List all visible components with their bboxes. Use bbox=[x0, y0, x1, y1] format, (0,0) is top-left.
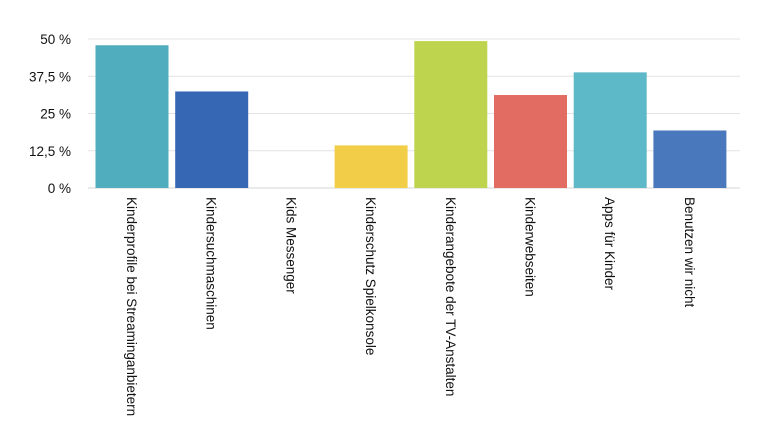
y-tick-label: 37,5 % bbox=[29, 69, 71, 84]
x-category-label: Kinderwebseiten bbox=[523, 197, 538, 297]
bar[interactable] bbox=[573, 72, 647, 188]
x-category-label: Kinderangebote der TV-Anstalten bbox=[443, 197, 458, 396]
x-axis-category-labels: Kinderprofile bei Streaminganbietern Kind… bbox=[124, 197, 697, 416]
x-category-label: Kindersuchmaschinen bbox=[204, 197, 219, 330]
bar-layer bbox=[95, 41, 727, 189]
x-category-label: Kids Messenger bbox=[283, 197, 298, 294]
y-tick-label: 12,5 % bbox=[29, 144, 71, 159]
x-category-label: Apps für Kinder bbox=[602, 197, 617, 291]
bar[interactable] bbox=[653, 130, 727, 188]
x-category-label: Kinderprofile bei Streaminganbietern bbox=[124, 197, 139, 416]
bar[interactable] bbox=[95, 45, 169, 189]
bar[interactable] bbox=[494, 95, 567, 188]
bar[interactable] bbox=[175, 91, 249, 188]
x-category-label: Benutzen wir nicht bbox=[682, 197, 697, 308]
y-tick-label: 0 % bbox=[48, 181, 71, 196]
bar[interactable] bbox=[334, 145, 408, 188]
y-tick-label: 50 % bbox=[40, 32, 71, 47]
bar[interactable] bbox=[414, 41, 488, 188]
y-tick-label: 25 % bbox=[40, 107, 71, 122]
x-category-label: Kinderschutz Spielkonsole bbox=[363, 197, 378, 355]
y-axis-tick-labels: 0 % 12,5 % 25 % 37,5 % 50 % bbox=[29, 32, 71, 196]
